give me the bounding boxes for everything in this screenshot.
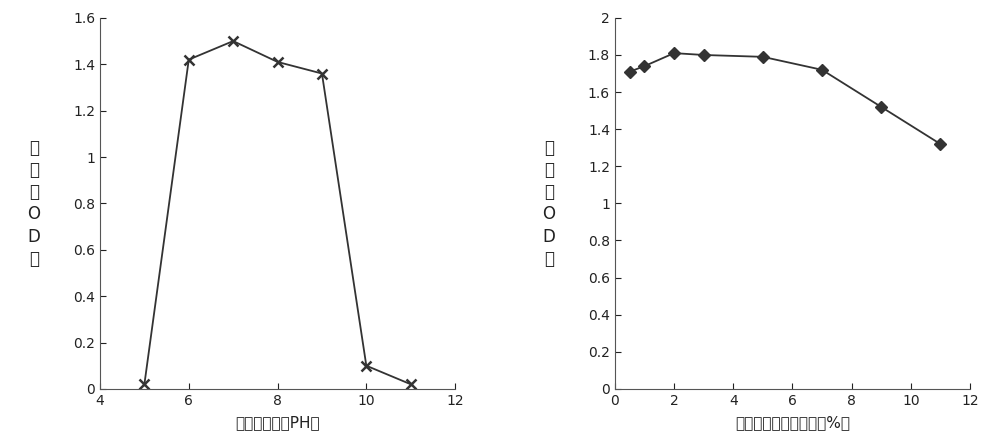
Y-axis label: 菌
液
的
O
D
值: 菌 液 的 O D 值 <box>28 139 41 268</box>
X-axis label: 培养液的初始盐度值（%）: 培养液的初始盐度值（%） <box>735 415 850 430</box>
X-axis label: 培养液的初始PH值: 培养液的初始PH值 <box>235 415 320 430</box>
Y-axis label: 菌
液
的
O
D
值: 菌 液 的 O D 值 <box>543 139 556 268</box>
